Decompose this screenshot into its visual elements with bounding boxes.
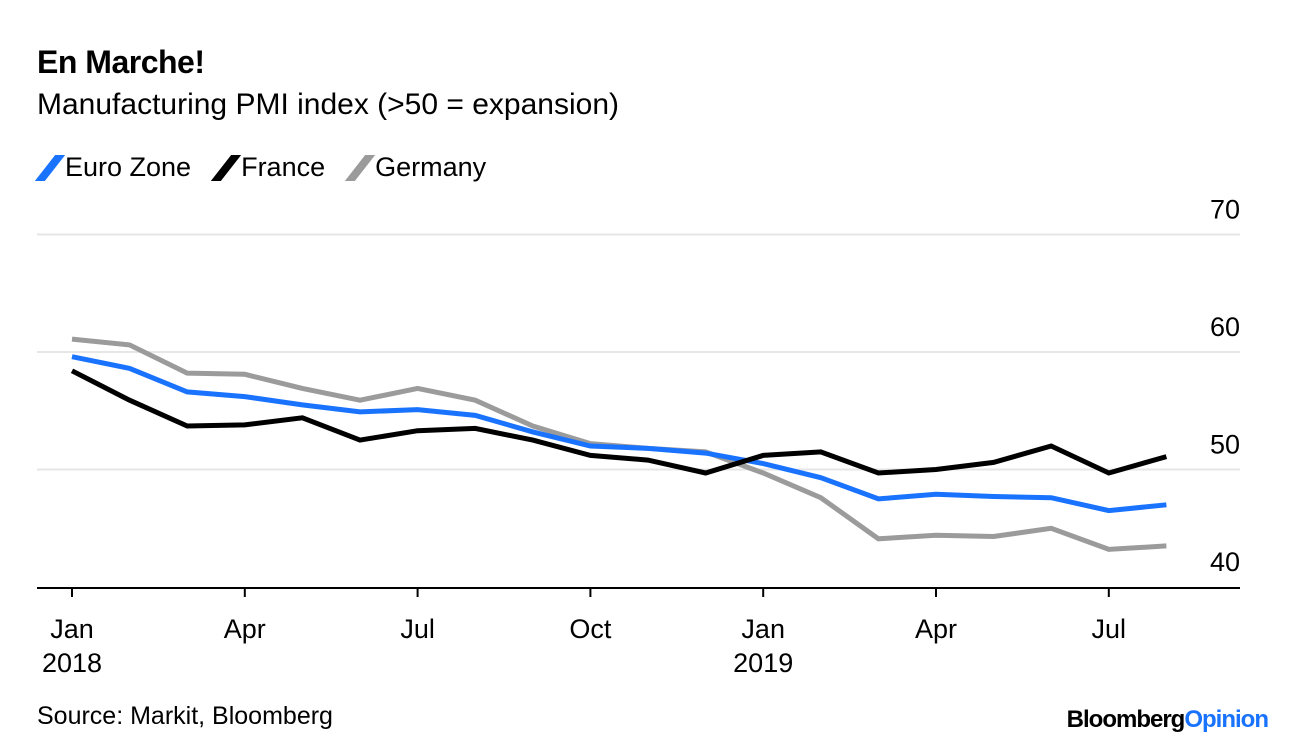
series-line-france [70,368,1168,476]
y-tick-label: 60 [1210,312,1240,342]
legend-item-germany: Germany [344,152,487,183]
legend-label: France [241,152,326,182]
legend-label: Euro Zone [65,152,192,182]
series-line-euro-zone [71,354,1167,514]
y-tick-label: 40 [1210,547,1240,577]
y-tick-label: 70 [1210,195,1240,225]
legend-item-france: France [210,152,326,183]
x-tick-label: Jul [400,614,435,644]
source-note: Source: Markit, Bloomberg [37,702,333,730]
y-tick-label: 50 [1210,430,1240,460]
x-tick-year-label: 2019 [733,648,793,678]
x-tick-label: Jan [50,614,94,644]
legend-item-euro-zone: Euro Zone [34,152,192,183]
x-tick-label: Jan [741,614,785,644]
legend-label: Germany [375,152,487,182]
legend: Euro Zone France Germany [34,152,487,183]
bloomberg-opinion-logo: BloombergOpinion [1066,706,1269,734]
x-tick-label: Apr [915,614,957,644]
chart-subtitle: Manufacturing PMI index (>50 = expansion… [37,88,619,121]
x-tick-label: Oct [569,614,612,644]
x-tick-label: Jul [1092,614,1127,644]
logo-bloomberg: Bloomberg [1066,706,1186,733]
logo-opinion: Opinion [1184,706,1269,733]
series-line-germany [71,336,1167,552]
x-tick-year-label: 2018 [42,648,102,678]
chart-title: En Marche! [37,44,205,80]
x-tick-label: Apr [224,614,266,644]
